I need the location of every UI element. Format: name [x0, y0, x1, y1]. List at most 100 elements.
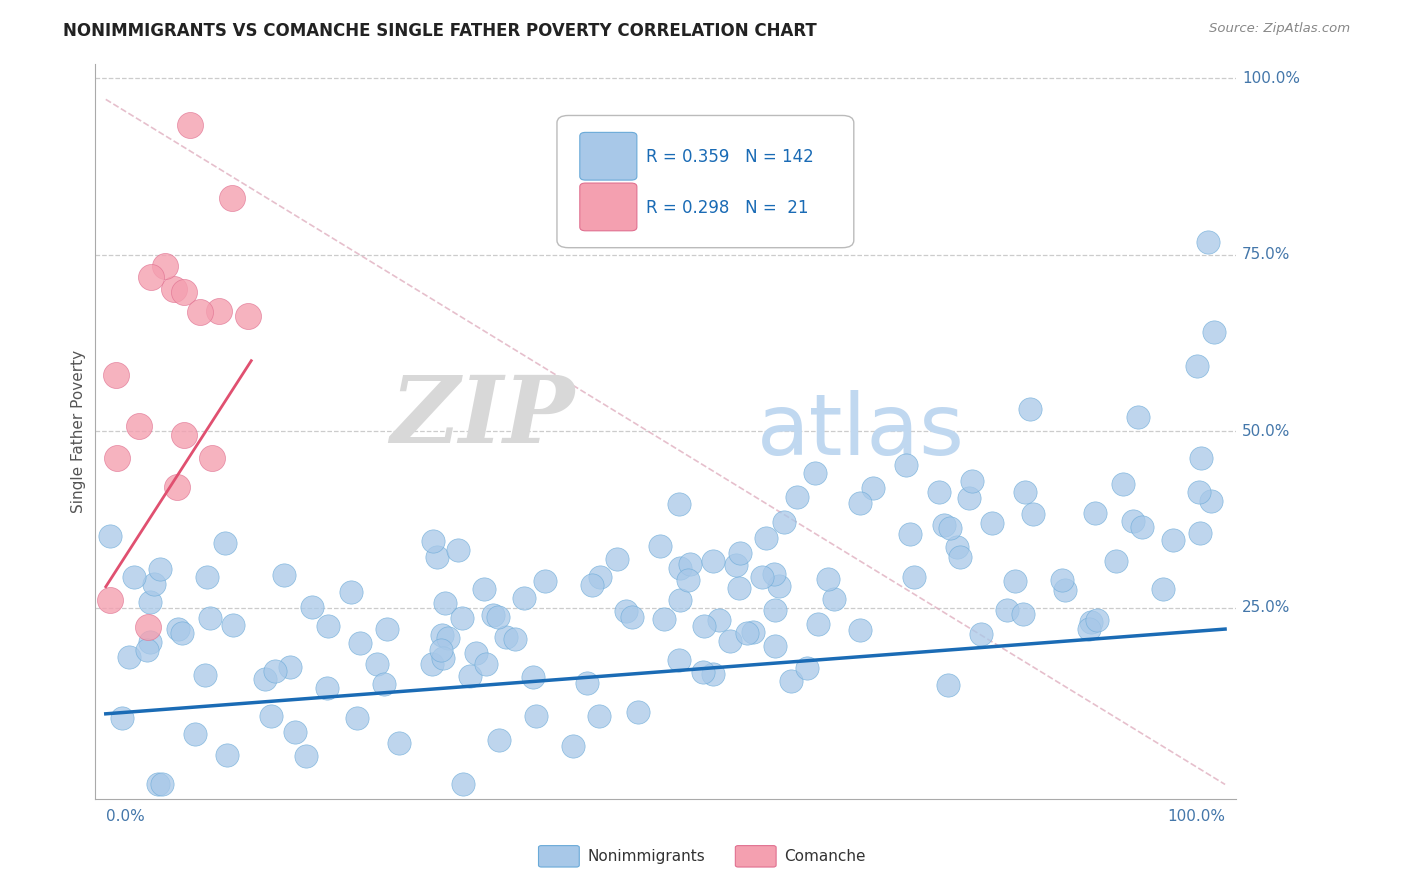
Point [524, 734, 547, 748]
Point [735, 683, 758, 698]
Point [280, 704, 302, 718]
Point [166, 591, 188, 606]
Point [503, 687, 526, 701]
Point [946, 629, 969, 643]
Point [170, 682, 193, 697]
Point [475, 702, 498, 716]
Point [823, 662, 845, 676]
Point [693, 679, 716, 693]
Point [605, 637, 627, 651]
Point [903, 648, 925, 662]
Point [1004, 650, 1026, 665]
Point [1188, 595, 1211, 609]
Point [1105, 638, 1128, 652]
Point [201, 574, 224, 588]
Point [702, 638, 724, 652]
Point [725, 640, 748, 654]
Point [166, 680, 188, 694]
Point [1152, 656, 1174, 670]
Point [295, 760, 318, 774]
Point [960, 588, 983, 602]
FancyBboxPatch shape [579, 183, 637, 231]
Point [614, 669, 637, 683]
Point [136, 693, 159, 707]
Point [804, 582, 827, 597]
Point [588, 734, 610, 748]
Point [652, 674, 675, 689]
Point [1080, 675, 1102, 690]
Point [1130, 616, 1153, 631]
Point [247, 285, 270, 300]
Point [512, 661, 534, 675]
Point [253, 711, 276, 725]
Point [668, 602, 690, 616]
Point [1022, 608, 1045, 623]
Point [115, 92, 138, 106]
Point [465, 695, 488, 709]
Point [932, 615, 955, 629]
Point [98, 662, 121, 676]
Point [214, 627, 236, 641]
Point [447, 631, 470, 645]
Point [316, 717, 339, 731]
Point [1014, 594, 1036, 608]
Point [139, 460, 162, 475]
Point [679, 640, 702, 654]
Point [451, 673, 474, 688]
Point [817, 649, 839, 664]
Point [184, 255, 207, 269]
Point [148, 777, 170, 791]
Point [1126, 548, 1149, 562]
Point [626, 732, 648, 747]
Point [366, 702, 388, 716]
Point [707, 674, 730, 689]
Point [981, 614, 1004, 628]
Point [1197, 438, 1219, 452]
Text: 50.0%: 50.0% [1241, 424, 1291, 439]
Point [122, 648, 145, 662]
Point [184, 746, 207, 760]
Point [620, 673, 643, 687]
Point [273, 647, 295, 661]
Point [105, 521, 128, 535]
Point [240, 283, 263, 297]
Point [422, 702, 444, 716]
Point [692, 706, 714, 721]
FancyBboxPatch shape [579, 132, 637, 180]
Point [957, 598, 980, 612]
Point [1084, 607, 1107, 622]
Point [669, 662, 692, 676]
Point [522, 710, 544, 724]
Point [669, 642, 692, 657]
Point [318, 678, 340, 692]
Text: 100.0%: 100.0% [1167, 809, 1225, 824]
Point [301, 666, 323, 681]
Point [995, 668, 1018, 682]
Point [472, 655, 495, 669]
Point [848, 681, 870, 696]
Point [1202, 495, 1225, 509]
Point [718, 688, 741, 702]
Point [862, 591, 884, 606]
Point [727, 654, 749, 668]
Point [433, 664, 456, 678]
Point [1053, 656, 1076, 670]
Text: 25.0%: 25.0% [1241, 600, 1291, 615]
Point [221, 410, 243, 425]
Point [458, 709, 481, 723]
Point [939, 616, 962, 631]
Text: 0.0%: 0.0% [105, 809, 145, 824]
Point [796, 705, 818, 719]
Point [150, 777, 173, 791]
Point [143, 652, 166, 666]
Text: Comanche: Comanche [785, 849, 866, 863]
Point [98, 623, 121, 637]
Point [949, 635, 972, 649]
Point [346, 736, 368, 750]
Point [284, 744, 307, 758]
Point [1189, 620, 1212, 634]
Text: R = 0.359   N = 142: R = 0.359 N = 142 [645, 147, 814, 166]
Text: NONIMMIGRANTS VS COMANCHE SINGLE FATHER POVERTY CORRELATION CHART: NONIMMIGRANTS VS COMANCHE SINGLE FATHER … [63, 22, 817, 40]
Y-axis label: Single Father Poverty: Single Father Poverty [72, 350, 86, 513]
Point [486, 673, 509, 687]
